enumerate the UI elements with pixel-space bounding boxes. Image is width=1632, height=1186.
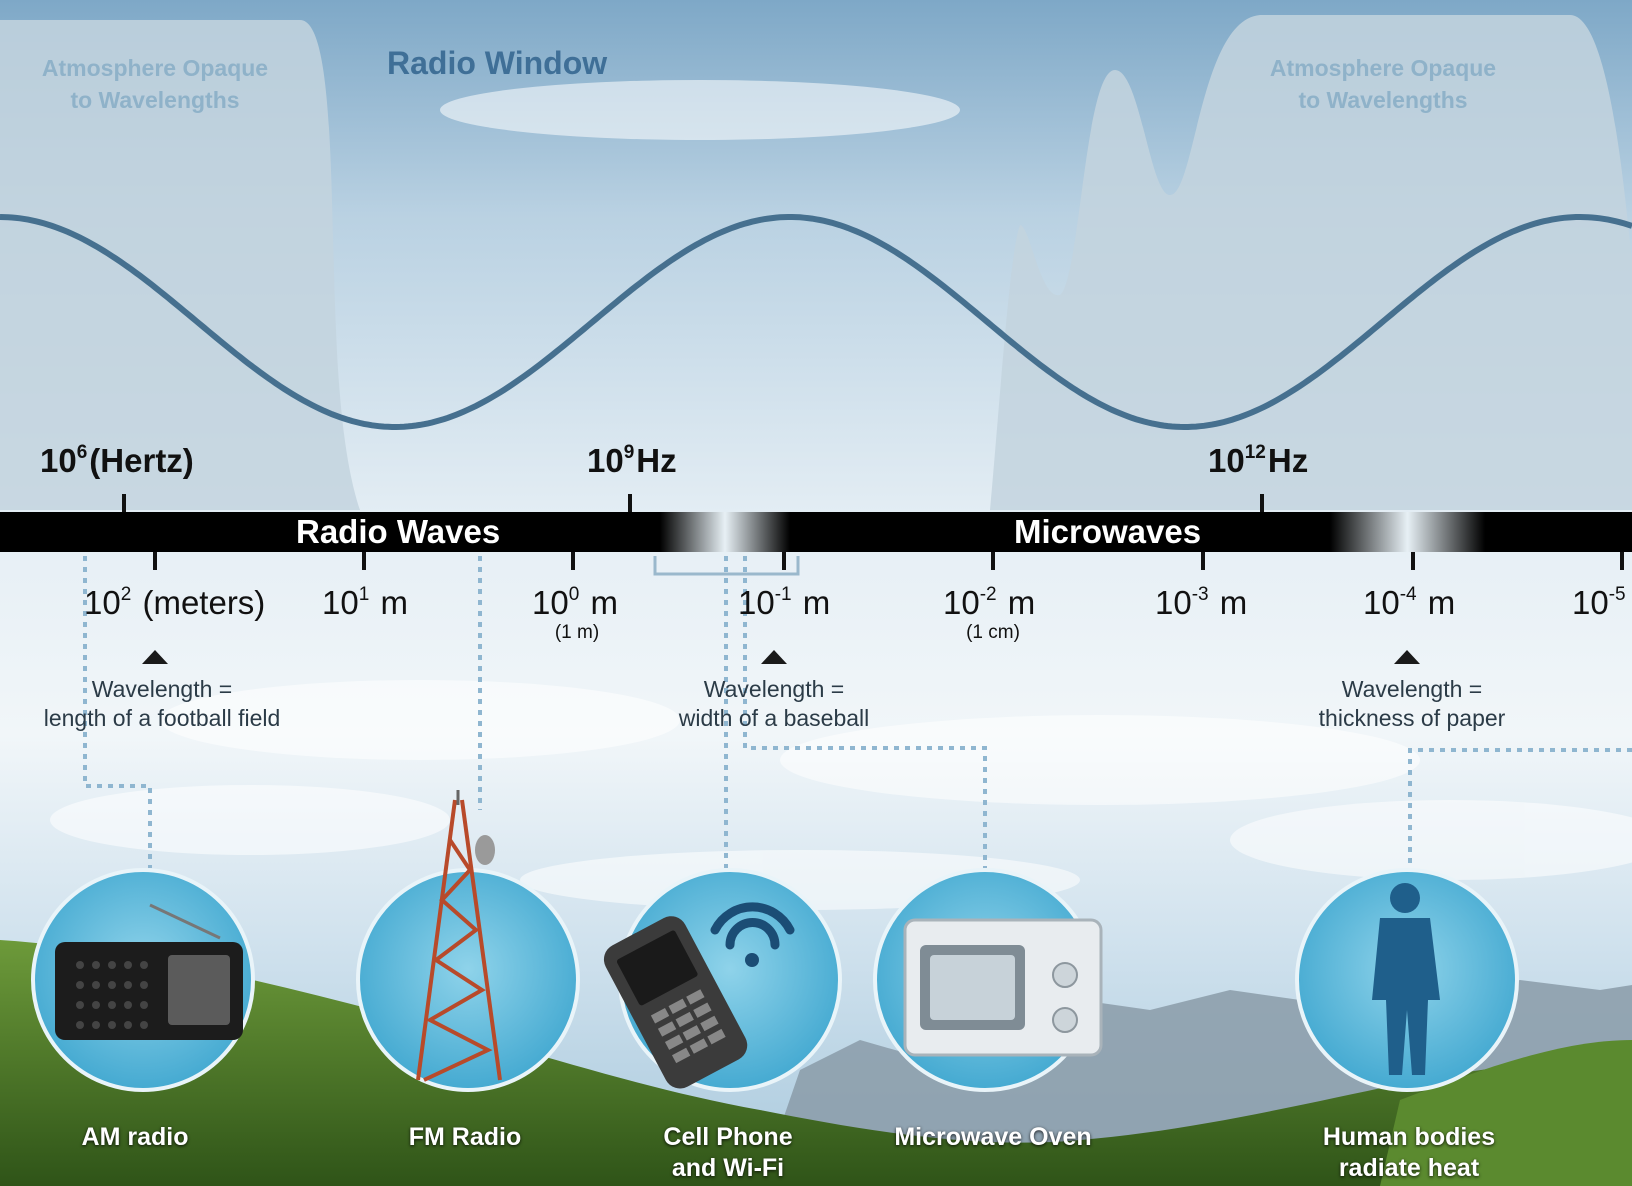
frequency-ticks: [122, 494, 1264, 512]
radio-window-title: Radio Window: [387, 45, 608, 81]
hills-right: [1380, 1040, 1632, 1186]
app-4-line1: Microwave Oven: [894, 1123, 1092, 1151]
green-hills: [0, 940, 1632, 1186]
cell-phone-wifi-icon: [603, 868, 842, 1092]
radio-tower-icon: [356, 790, 580, 1092]
wavelength-ticks: [153, 552, 1624, 570]
opaque-left-line2: to Wavelengths: [70, 87, 240, 113]
opaque-right-line2: to Wavelengths: [1298, 87, 1468, 113]
opaque-right-line1: Atmosphere Opaque: [1269, 55, 1497, 81]
comparison-baseball: Wavelength = width of a baseball: [624, 675, 924, 733]
frequency-label-1: 106(Hertz): [40, 442, 194, 479]
microwave-oven-icon: [873, 868, 1103, 1092]
opaque-label-right: Atmosphere Opaque to Wavelengths: [1223, 52, 1543, 116]
frequency-label-3: 1012Hz: [1208, 442, 1309, 479]
app-5-line1: Human bodies: [1322, 1123, 1496, 1151]
app-label-am-radio: AM radio: [15, 1122, 255, 1153]
app-1-line1: AM radio: [81, 1123, 189, 1151]
app-label-human-bodies: Human bodies radiate heat: [1289, 1122, 1529, 1184]
app-3-line1: Cell Phone: [663, 1123, 793, 1151]
comparison-1-line1: Wavelength =: [91, 676, 233, 702]
wavelength-label-7: 10-4 m: [1363, 584, 1456, 621]
app-label-fm-radio: FM Radio: [345, 1122, 585, 1153]
wavelength-note-1m: (1 m): [554, 622, 600, 643]
app-5-line2: radiate heat: [1338, 1154, 1480, 1182]
frequency-label-2: 109Hz: [587, 442, 677, 479]
app-2-line1: FM Radio: [408, 1123, 522, 1151]
opaque-left-line1: Atmosphere Opaque: [41, 55, 269, 81]
am-radio-icon: [31, 868, 255, 1092]
app-3-line2: and Wi-Fi: [671, 1154, 785, 1182]
opaque-region-right: [990, 15, 1632, 510]
comparison-2-line2: width of a baseball: [678, 705, 870, 731]
wavelength-label-5: 10-2 m: [943, 584, 1036, 621]
wavelength-note-1cm: (1 cm): [966, 622, 1020, 643]
dotted-connectors: [83, 556, 1632, 868]
opaque-label-left: Atmosphere Opaque to Wavelengths: [0, 52, 315, 116]
human-figure-icon: [1295, 868, 1519, 1092]
comparison-2-line1: Wavelength =: [703, 676, 845, 702]
application-circles: [31, 790, 1519, 1092]
wavelength-label-3: 100 m: [532, 584, 618, 621]
app-label-cell-phone: Cell Phone and Wi-Fi: [608, 1122, 848, 1184]
band-label-microwaves: Microwaves: [1014, 513, 1202, 550]
wavelength-label-6: 10-3 m: [1155, 584, 1248, 621]
wavelength-label-8: 10-5: [1572, 584, 1626, 621]
comparison-football-field: Wavelength = length of a football field: [12, 675, 312, 733]
comparison-3-line2: thickness of paper: [1318, 705, 1506, 731]
app-label-microwave-oven: Microwave Oven: [873, 1122, 1113, 1153]
wavelength-label-2: 101 m: [322, 584, 408, 621]
comparison-1-line2: length of a football field: [43, 705, 281, 731]
band-transition-2: [1330, 512, 1485, 552]
opaque-region-left: [0, 20, 360, 510]
band-transition-1: [660, 512, 790, 552]
comparison-markers: [142, 650, 1420, 664]
comparison-paper: Wavelength = thickness of paper: [1262, 675, 1562, 733]
wavelength-label-4: 10-1 m: [738, 584, 831, 621]
wavelength-bracket: [653, 556, 800, 576]
band-label-radio-waves: Radio Waves: [296, 513, 501, 550]
wave-curve: [0, 214, 1632, 430]
wavelength-label-1: 102 (meters): [84, 584, 266, 621]
comparison-3-line1: Wavelength =: [1341, 676, 1483, 702]
